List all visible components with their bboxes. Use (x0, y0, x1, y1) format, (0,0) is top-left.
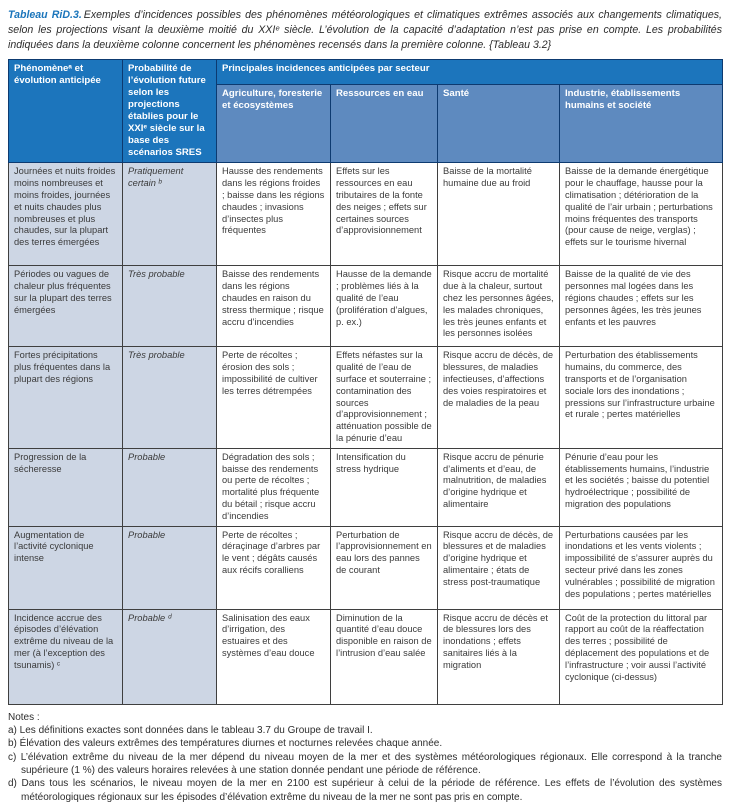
notes-title: Notes : (8, 711, 40, 723)
col-header-probabilite: Probabilité de l’évolution future selon … (122, 59, 217, 164)
table-body: Journées et nuits froides moins nombreus… (8, 162, 723, 705)
caption-text: Exemples d’incidences possibles des phén… (8, 9, 722, 51)
cell-industrie: Perturbation des établissements humains,… (559, 346, 723, 449)
cell-phenomene: Fortes précipitations plus fréquentes da… (8, 346, 123, 449)
cell-probabilite: Très probable (122, 346, 217, 449)
cell-probabilite: Pratiquement certain ᵇ (122, 162, 217, 267)
cell-ressources-eau: Effets sur les ressources en eau tributa… (330, 162, 438, 267)
note-a: a) Les définitions exactes sont données … (8, 724, 373, 736)
cell-industrie: Perturbations causées par les inondation… (559, 525, 723, 610)
caption-label: Tableau RiD.3. (8, 9, 82, 21)
cell-sante: Risque accru de pénurie d’aliments et d’… (437, 447, 560, 527)
cell-phenomene: Incidence accrue des épisodes d’élévatio… (8, 608, 123, 705)
table-row: Progression de la sécheresse Probable Dé… (8, 447, 723, 527)
cell-agriculture: Perte de récoltes ; érosion des sols ; i… (216, 346, 331, 449)
col-header-sante: Santé (437, 83, 560, 164)
table-header: Phénomèneᵃ et évolution anticipée Probab… (8, 59, 723, 164)
cell-industrie: Baisse de la qualité de vie des personne… (559, 265, 723, 348)
cell-probabilite: Probable (122, 447, 217, 527)
cell-phenomene: Journées et nuits froides moins nombreus… (8, 162, 123, 267)
col-header-incidences: Principales incidences anticipées par se… (216, 59, 723, 85)
table-row: Périodes ou vagues de chaleur plus fréqu… (8, 265, 723, 348)
note-b: b) Élévation des valeurs extrêmes des te… (8, 738, 443, 750)
cell-sante: Risque accru de décès, de blessures et d… (437, 525, 560, 610)
col-header-phenomene: Phénomèneᵃ et évolution anticipée (8, 59, 123, 164)
cell-agriculture: Salinisation des eaux d’irrigation, des … (216, 608, 331, 705)
cell-ressources-eau: Effets néfastes sur la qualité de l’eau … (330, 346, 438, 449)
cell-probabilite: Probable ᵈ (122, 608, 217, 705)
col-header-ressources-eau: Ressources en eau (330, 83, 438, 164)
cell-phenomene: Périodes ou vagues de chaleur plus fréqu… (8, 265, 123, 348)
col-header-industrie: Industrie, établissements humains et soc… (559, 83, 723, 164)
impacts-table: Phénomèneᵃ et évolution anticipée Probab… (8, 59, 723, 705)
table-row: Augmentation de l’activité cyclonique in… (8, 525, 723, 610)
table-row: Incidence accrue des épisodes d’élévatio… (8, 608, 723, 705)
cell-agriculture: Baisse des rendements dans les régions c… (216, 265, 331, 348)
cell-phenomene: Augmentation de l’activité cyclonique in… (8, 525, 123, 610)
cell-ressources-eau: Intensification du stress hydrique (330, 447, 438, 527)
cell-industrie: Coût de la protection du littoral par ra… (559, 608, 723, 705)
note-c: c) L’élévation extrême du niveau de la m… (8, 751, 722, 777)
cell-agriculture: Dégradation des sols ; baisse des rendem… (216, 447, 331, 527)
cell-sante: Risque accru de décès, de blessures, de … (437, 346, 560, 449)
cell-sante: Risque accru de décès et de blessures lo… (437, 608, 560, 705)
cell-phenomene: Progression de la sécheresse (8, 447, 123, 527)
cell-industrie: Baisse de la demande énergétique pour le… (559, 162, 723, 267)
header-row-main: Phénomèneᵃ et évolution anticipée Probab… (8, 59, 723, 164)
cell-sante: Risque accru de mortalité due à la chale… (437, 265, 560, 348)
col-header-agriculture: Agriculture, foresterie et écosystèmes (216, 83, 331, 164)
table-row: Journées et nuits froides moins nombreus… (8, 162, 723, 267)
cell-agriculture: Perte de récoltes ; déraçinage d’arbres … (216, 525, 331, 610)
cell-ressources-eau: Perturbation de l’approvisionnement en e… (330, 525, 438, 610)
cell-probabilite: Très probable (122, 265, 217, 348)
cell-agriculture: Hausse des rendements dans les régions f… (216, 162, 331, 267)
header-row-sectors: Agriculture, foresterie et écosystèmes R… (9, 83, 723, 164)
cell-ressources-eau: Diminution de la quantité d’eau douce di… (330, 608, 438, 705)
table-caption: Tableau RiD.3. Exemples d’incidences poss… (8, 8, 722, 52)
cell-ressources-eau: Hausse de la demande ; problèmes liés à … (330, 265, 438, 348)
notes-section: Notes : a) Les définitions exactes sont … (8, 711, 722, 805)
cell-probabilite: Probable (122, 525, 217, 610)
cell-sante: Baisse de la mortalité humaine due au fr… (437, 162, 560, 267)
note-d: d) Dans tous les scénarios, le niveau mo… (8, 778, 722, 803)
table-row: Fortes précipitations plus fréquentes da… (8, 346, 723, 449)
cell-industrie: Pénurie d’eau pour les établissements hu… (559, 447, 723, 527)
